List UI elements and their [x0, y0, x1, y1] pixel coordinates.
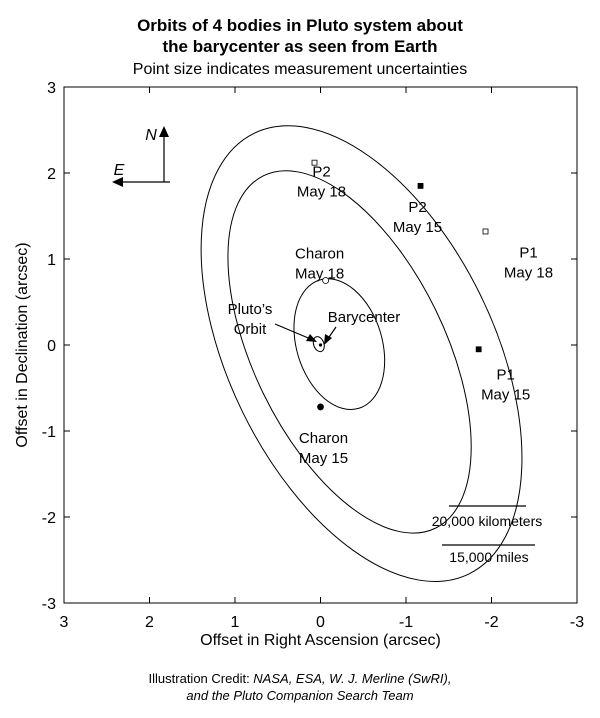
credit-authors: NASA, ESA, W. J. Merline (SwRI), [253, 671, 452, 686]
data-point-2 [482, 228, 489, 235]
x-tick-label: 1 [231, 614, 240, 631]
y-tick-label: 3 [47, 80, 56, 97]
orbit-layer [200, 125, 523, 582]
annotation-layer: P2 May 18 P2 May 15 P1 May 18 P1 May 15 Charon Ma… [112, 126, 553, 565]
point-label: May 18 [504, 264, 553, 281]
orbit-ellipse-3 [312, 336, 325, 353]
pluto-orbit-label: Pluto’s [228, 301, 273, 318]
y-tick-label: -1 [42, 424, 56, 441]
data-point-3 [475, 346, 482, 353]
y-axis-label: Offset in Declination (arcsec) [14, 242, 31, 447]
point-label: May 15 [393, 219, 442, 236]
x-tick-label: 3 [60, 614, 69, 631]
pluto-orbit-label: Orbit [234, 321, 267, 338]
point-label: P1 [519, 244, 537, 261]
x-tick-label: -1 [399, 614, 413, 631]
east-arrow-head [112, 177, 123, 187]
point-label: P1 [496, 366, 514, 383]
scale-miles-label: 15,000 miles [449, 549, 528, 565]
x-axis-label: Offset in Right Ascension (arcsec) [200, 632, 441, 649]
orbit-ellipse-0 [200, 125, 523, 582]
credit-line-1: Illustration Credit: NASA, ESA, W. J. Me… [0, 670, 600, 687]
pluto-arrow-head [306, 334, 317, 342]
pluto-arrow-line [274, 323, 314, 341]
point-label: May 18 [295, 266, 344, 283]
y-tick-label: -3 [42, 596, 56, 613]
y-tick-label: 2 [47, 166, 56, 183]
chart-title-line-2: the barycenter as seen from Earth [162, 37, 438, 56]
point-label: P2 [312, 164, 330, 181]
point-label: May 18 [297, 184, 346, 201]
barycenter-point [318, 343, 323, 347]
north-label: N [145, 127, 157, 144]
north-arrow-head [159, 126, 169, 137]
data-point-4 [322, 277, 330, 284]
orbit-ellipse-1 [227, 170, 472, 534]
y-tick-label: 1 [47, 252, 56, 269]
credit-team: and the Pluto Companion Search Team [186, 688, 414, 703]
east-label: E [114, 162, 125, 179]
barycenter-label: Barycenter [328, 309, 401, 326]
point-label: P2 [408, 199, 426, 216]
point-label: Charon [299, 430, 348, 447]
point-layer [311, 159, 489, 411]
y-tick-label: -2 [42, 510, 56, 527]
chart-subtitle: Point size indicates measurement uncerta… [132, 61, 468, 78]
x-tick-label: 2 [145, 614, 154, 631]
credit-line-2: and the Pluto Companion Search Team [0, 687, 600, 704]
point-label: May 15 [299, 450, 348, 467]
data-point-5 [317, 403, 324, 411]
x-tick-label: -3 [570, 614, 584, 631]
data-point-0 [311, 159, 318, 166]
data-point-1 [417, 182, 424, 189]
barycenter-arrow-head [324, 334, 332, 345]
x-tick-label: -2 [484, 614, 498, 631]
x-tick-label: 0 [316, 614, 325, 631]
chart-title-line-1: Orbits of 4 bodies in Pluto system about [137, 16, 463, 35]
point-label: Charon [295, 246, 344, 263]
orbit-ellipse-2 [293, 278, 386, 410]
y-tick-label: 0 [47, 338, 56, 355]
scale-km-label: 20,000 kilometers [432, 513, 543, 529]
point-label: May 15 [481, 386, 530, 403]
credit-prefix: Illustration Credit: [148, 671, 254, 686]
